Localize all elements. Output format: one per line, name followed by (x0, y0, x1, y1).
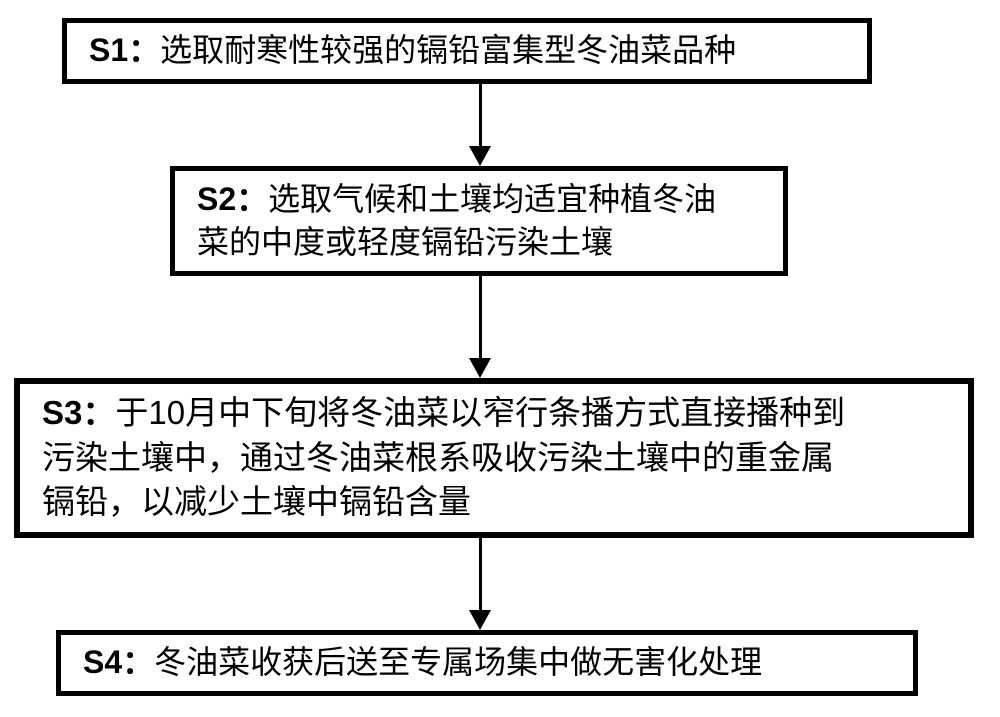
step-s4-content: 冬油菜收获后送至专属场集中做无害化处理 (154, 644, 762, 680)
step-s2-text: S2：选取气候和土壤均适宜种植冬油 菜的中度或轻度镉铅污染土壤 (197, 178, 716, 264)
arrow-s3-s4-head (469, 610, 491, 630)
flowchart-canvas: S1：选取耐寒性较强的镉铅富集型冬油菜品种 S2：选取气候和土壤均适宜种植冬油 … (0, 0, 1000, 717)
step-s3-line1: 于10月中下旬将冬油菜以窄行条播方式直接播种到 (115, 394, 845, 431)
step-s2-label: S2： (197, 181, 268, 217)
step-s4-box: S4：冬油菜收获后送至专属场集中做无害化处理 (56, 630, 918, 696)
step-s2-line2: 菜的中度或轻度镉铅污染土壤 (197, 224, 613, 260)
arrow-s2-s3-line (479, 276, 482, 358)
step-s4-label: S4： (83, 644, 154, 680)
step-s4-text: S4：冬油菜收获后送至专属场集中做无害化处理 (83, 641, 762, 684)
arrow-s1-s2-head (469, 146, 491, 166)
step-s3-line2: 污染土壤中，通过冬油菜根系吸收污染土壤中的重金属 (42, 439, 834, 476)
arrow-s1-s2-line (479, 84, 482, 146)
step-s1-label: S1： (89, 32, 160, 68)
arrow-s2-s3-head (469, 358, 491, 378)
step-s1-box: S1：选取耐寒性较强的镉铅富集型冬油菜品种 (62, 18, 872, 84)
step-s3-box: S3：于10月中下旬将冬油菜以窄行条播方式直接播种到 污染土壤中，通过冬油菜根系… (14, 378, 974, 538)
step-s1-content: 选取耐寒性较强的镉铅富集型冬油菜品种 (160, 32, 736, 68)
step-s2-line1: 选取气候和土壤均适宜种植冬油 (268, 181, 716, 217)
step-s2-box: S2：选取气候和土壤均适宜种植冬油 菜的中度或轻度镉铅污染土壤 (170, 166, 788, 276)
step-s3-text: S3：于10月中下旬将冬油菜以窄行条播方式直接播种到 污染土壤中，通过冬油菜根系… (42, 391, 845, 525)
step-s3-line3: 镉铅，以减少土壤中镉铅含量 (42, 483, 471, 520)
arrow-s3-s4-line (479, 538, 482, 610)
step-s3-label: S3： (42, 394, 115, 431)
step-s1-text: S1：选取耐寒性较强的镉铅富集型冬油菜品种 (89, 29, 736, 72)
